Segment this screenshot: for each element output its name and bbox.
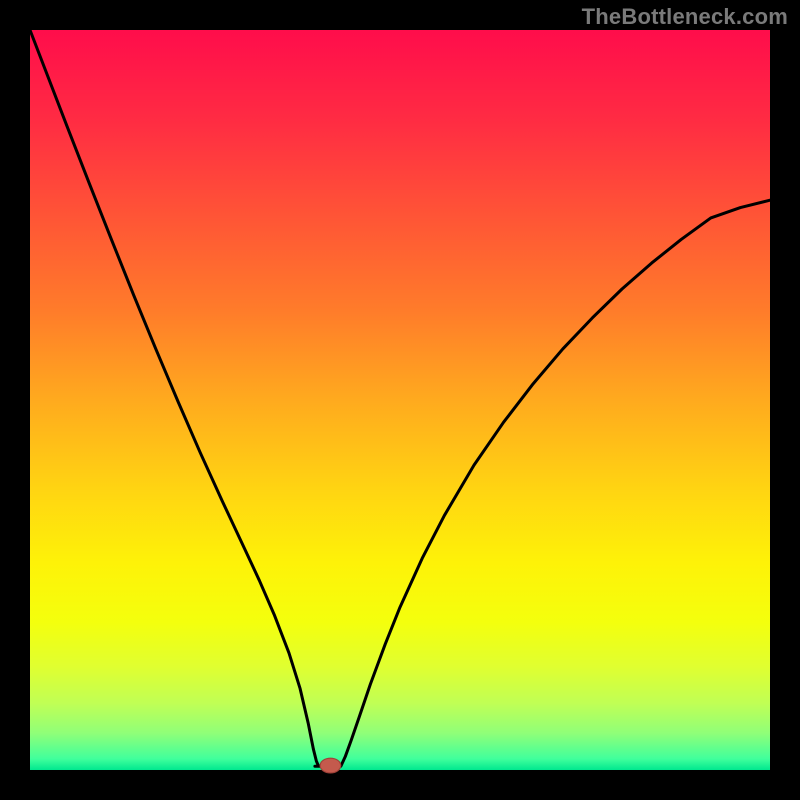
chart-plot-background <box>30 30 770 770</box>
chart-svg <box>0 0 800 800</box>
watermark-text: TheBottleneck.com <box>582 4 788 30</box>
optimal-point-marker <box>320 758 341 773</box>
bottleneck-chart: TheBottleneck.com <box>0 0 800 800</box>
